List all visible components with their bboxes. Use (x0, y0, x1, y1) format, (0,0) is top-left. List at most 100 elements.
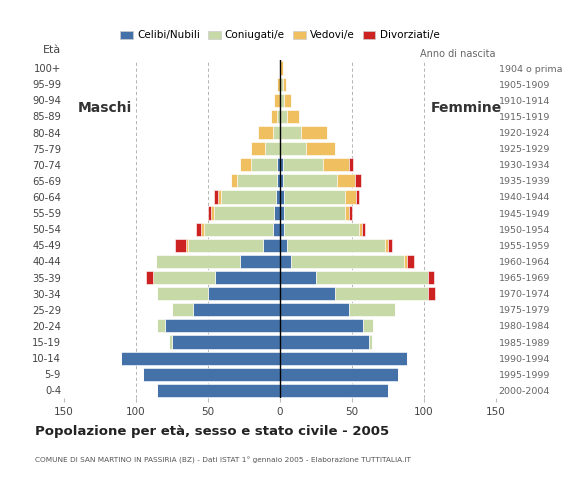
Bar (356, 191, 359, 204)
Bar (362, 223, 365, 236)
Bar (186, 239, 188, 252)
Bar (280, 191, 284, 204)
Bar (280, 287, 335, 300)
Bar (280, 61, 282, 75)
Bar (291, 255, 404, 268)
Bar (284, 94, 291, 107)
Bar (143, 368, 280, 381)
Bar (282, 158, 323, 171)
Bar (345, 191, 356, 204)
Bar (280, 271, 316, 284)
Bar (404, 255, 407, 268)
Legend: Celibi/Nubili, Coniugati/e, Vedovi/e, Divorziati/e: Celibi/Nubili, Coniugati/e, Vedovi/e, Di… (116, 26, 444, 45)
Bar (208, 287, 280, 300)
Bar (280, 319, 364, 333)
Bar (165, 319, 280, 333)
Bar (280, 351, 407, 365)
Bar (237, 174, 277, 188)
Bar (338, 174, 355, 188)
Bar (345, 206, 349, 220)
Bar (280, 142, 306, 155)
Bar (280, 206, 284, 220)
Bar (213, 206, 274, 220)
Bar (208, 206, 211, 220)
Bar (172, 336, 280, 348)
Bar (349, 206, 352, 220)
Text: Popolazione per età, sesso e stato civile - 2005: Popolazione per età, sesso e stato civil… (35, 425, 389, 438)
Bar (280, 223, 284, 236)
Bar (121, 351, 280, 365)
Bar (146, 271, 153, 284)
Bar (280, 336, 369, 348)
Bar (359, 223, 362, 236)
Bar (280, 303, 349, 316)
Bar (273, 126, 280, 139)
Bar (271, 110, 277, 123)
Bar (251, 158, 277, 171)
Bar (240, 158, 251, 171)
Bar (316, 271, 428, 284)
Bar (284, 223, 359, 236)
Bar (218, 191, 221, 204)
Bar (280, 384, 388, 397)
Bar (213, 191, 218, 204)
Text: Maschi: Maschi (78, 101, 132, 115)
Bar (287, 110, 299, 123)
Bar (385, 239, 388, 252)
Bar (193, 303, 280, 316)
Bar (231, 174, 237, 188)
Bar (277, 78, 280, 91)
Bar (280, 78, 282, 91)
Bar (280, 110, 287, 123)
Bar (369, 336, 372, 348)
Bar (175, 239, 186, 252)
Bar (258, 126, 273, 139)
Bar (251, 142, 266, 155)
Bar (280, 158, 282, 171)
Bar (201, 223, 204, 236)
Text: Anno di nascita: Anno di nascita (420, 49, 496, 60)
Bar (156, 255, 240, 268)
Bar (274, 94, 280, 107)
Bar (277, 174, 280, 188)
Bar (157, 384, 280, 397)
Bar (355, 174, 361, 188)
Bar (302, 126, 327, 139)
Bar (276, 191, 280, 204)
Bar (407, 255, 414, 268)
Text: Età: Età (43, 45, 61, 55)
Bar (157, 287, 208, 300)
Bar (221, 191, 276, 204)
Bar (169, 336, 172, 348)
Bar (428, 287, 436, 300)
Bar (364, 319, 374, 333)
Bar (211, 206, 213, 220)
Bar (323, 158, 349, 171)
Bar (204, 223, 273, 236)
Bar (284, 206, 345, 220)
Bar (157, 319, 165, 333)
Bar (277, 110, 280, 123)
Bar (172, 303, 193, 316)
Bar (280, 255, 291, 268)
Bar (188, 239, 263, 252)
Text: Femmine: Femmine (431, 101, 502, 115)
Bar (274, 206, 280, 220)
Bar (280, 94, 284, 107)
Bar (280, 368, 398, 381)
Bar (287, 239, 385, 252)
Bar (428, 271, 434, 284)
Bar (240, 255, 280, 268)
Bar (306, 142, 335, 155)
Bar (335, 287, 428, 300)
Bar (215, 271, 280, 284)
Bar (284, 191, 345, 204)
Bar (266, 142, 280, 155)
Text: COMUNE DI SAN MARTINO IN PASSIRIA (BZ) - Dati ISTAT 1° gennaio 2005 - Elaborazio: COMUNE DI SAN MARTINO IN PASSIRIA (BZ) -… (35, 457, 411, 464)
Bar (263, 239, 280, 252)
Bar (196, 223, 201, 236)
Bar (282, 78, 285, 91)
Bar (349, 303, 395, 316)
Bar (280, 239, 287, 252)
Bar (349, 158, 353, 171)
